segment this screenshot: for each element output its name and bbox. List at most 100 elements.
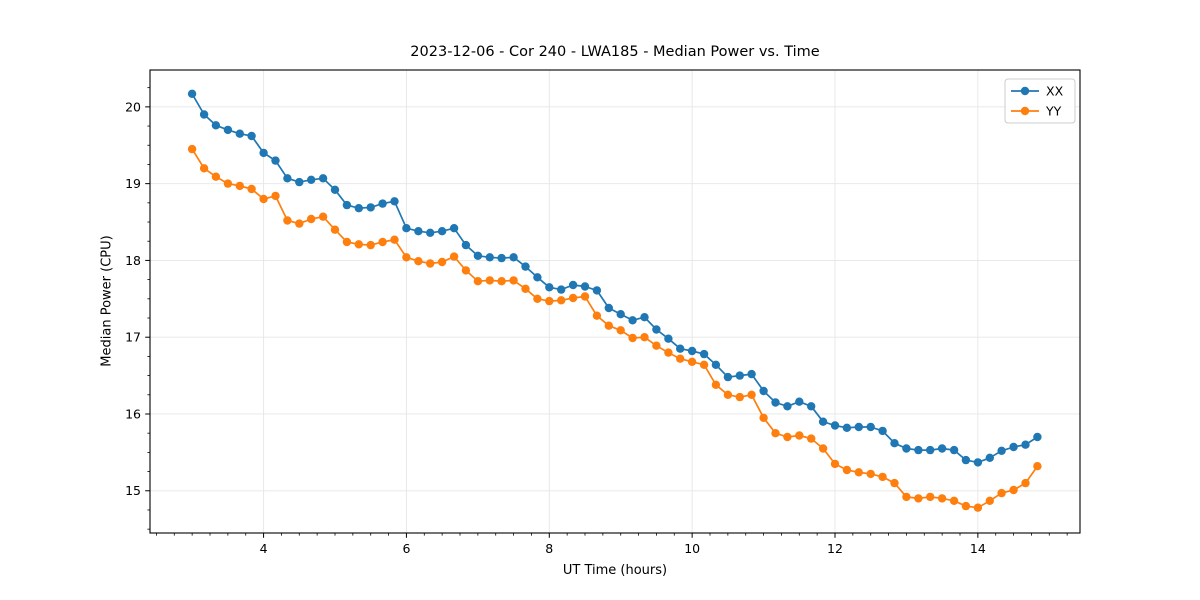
- data-point: [283, 216, 292, 225]
- y-tick-label: 18: [125, 253, 141, 268]
- data-point: [616, 310, 625, 319]
- data-point: [307, 214, 316, 224]
- data-point: [949, 496, 959, 505]
- data-point: [437, 227, 447, 236]
- data-point: [604, 321, 613, 330]
- data-point: [497, 253, 506, 263]
- data-point: [378, 237, 387, 247]
- data-point: [807, 434, 816, 443]
- data-point: [449, 224, 459, 233]
- data-point: [271, 191, 280, 201]
- data-point: [926, 445, 935, 455]
- data-point: [390, 235, 399, 244]
- data-point: [687, 357, 697, 366]
- data-point: [759, 386, 768, 396]
- data-point: [926, 492, 935, 502]
- data-point: [545, 296, 554, 306]
- data-point: [664, 334, 673, 343]
- data-point: [342, 237, 352, 247]
- data-point: [961, 501, 971, 511]
- data-point: [366, 203, 375, 212]
- data-point: [223, 179, 233, 188]
- data-point: [854, 422, 863, 432]
- x-tick-label: 14: [970, 541, 986, 556]
- data-point: [199, 110, 209, 119]
- data-point: [557, 285, 566, 294]
- data-point: [795, 397, 804, 406]
- data-point: [795, 431, 804, 440]
- data-point: [307, 175, 316, 184]
- data-point: [640, 313, 649, 322]
- data-point: [318, 174, 328, 183]
- data-point: [676, 354, 685, 363]
- data-point: [592, 311, 602, 320]
- series-YY-line: [191, 148, 1039, 509]
- data-point: [295, 177, 304, 187]
- legend: XX YY: [1004, 78, 1076, 124]
- data-point: [580, 282, 590, 291]
- data-point: [1009, 485, 1018, 495]
- data-point: [330, 225, 340, 234]
- data-point: [402, 253, 411, 262]
- data-point: [271, 156, 280, 165]
- data-point: [1021, 478, 1030, 488]
- data-point: [711, 380, 721, 389]
- y-axis-ticks: 15 16 17 18 19 20: [125, 99, 150, 498]
- data-point: [723, 372, 733, 382]
- data-point: [247, 131, 256, 141]
- axes-box: [149, 69, 1081, 534]
- data-point: [1009, 442, 1018, 452]
- data-point: [223, 125, 233, 135]
- data-point: [997, 488, 1006, 498]
- data-point: [866, 469, 875, 479]
- data-point: [914, 445, 923, 455]
- data-point: [366, 240, 375, 250]
- data-point: [259, 194, 268, 204]
- data-point: [402, 224, 411, 233]
- data-point: [616, 326, 625, 335]
- series-XX-line: [191, 93, 1038, 464]
- data-point: [830, 459, 840, 469]
- data-point: [771, 429, 780, 438]
- data-point: [902, 444, 911, 453]
- data-point: [640, 333, 649, 342]
- data-point: [247, 184, 256, 194]
- legend-box: [1004, 78, 1076, 124]
- series-YY: [187, 144, 1042, 512]
- legend-label: XX: [1046, 83, 1064, 98]
- x-axis-ticks: 4 6 8 10 12 14: [260, 533, 986, 556]
- data-point: [890, 478, 899, 488]
- data-point: [580, 292, 590, 301]
- data-point: [295, 219, 304, 228]
- legend-marker: [1020, 106, 1030, 116]
- data-point: [449, 252, 459, 261]
- data-point: [997, 446, 1006, 455]
- y-tick-label: 15: [125, 483, 141, 498]
- data-point: [711, 360, 721, 369]
- data-point: [735, 371, 744, 380]
- data-point: [318, 212, 328, 221]
- data-point: [628, 316, 637, 325]
- data-point: [830, 421, 840, 430]
- data-point: [747, 369, 756, 379]
- data-point: [187, 144, 197, 154]
- data-point: [521, 262, 530, 271]
- data-point: [759, 413, 768, 422]
- data-point: [676, 344, 685, 353]
- data-point: [235, 181, 244, 191]
- data-point: [509, 253, 518, 262]
- data-point: [414, 227, 423, 236]
- data-point: [747, 390, 756, 399]
- grid-lines: [150, 70, 1080, 533]
- data-point: [783, 432, 792, 442]
- legend-marker: [1020, 86, 1030, 96]
- data-point: [699, 349, 709, 359]
- data-point: [937, 444, 947, 453]
- data-point: [699, 360, 709, 369]
- data-point: [461, 240, 471, 250]
- x-axis-label: UT Time (hours): [562, 563, 668, 578]
- data-point: [568, 280, 578, 290]
- data-point: [1033, 432, 1042, 442]
- data-point: [664, 348, 673, 357]
